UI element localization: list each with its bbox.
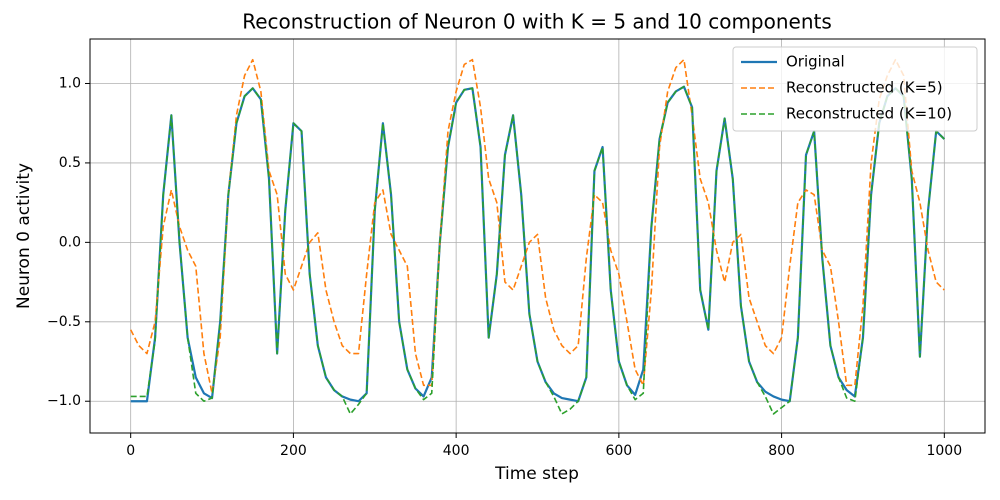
plot-frame [89, 38, 986, 434]
x-tick-label: 0 [126, 443, 135, 459]
y-tick-label: −1.0 [47, 393, 81, 409]
x-axis-label: Time step [494, 464, 579, 484]
series-line [129, 58, 945, 395]
y-tick-label: 1.0 [59, 75, 81, 91]
x-tick-label: 1000 [926, 443, 962, 459]
legend-box [732, 46, 978, 132]
y-tick-label: 0.0 [59, 234, 81, 250]
x-tick-label: 200 [280, 443, 307, 459]
legend-label: Reconstructed (K=5) [786, 79, 943, 97]
y-tick-label: 0.5 [59, 155, 81, 171]
legend-label: Reconstructed (K=10) [786, 105, 952, 123]
series-line [130, 85, 945, 415]
series-line [130, 85, 946, 403]
x-tick-label: 800 [768, 443, 795, 459]
x-tick-label: 400 [443, 443, 470, 459]
y-axis-label: Neuron 0 activity [14, 163, 34, 309]
legend-label: Original [786, 53, 845, 71]
y-tick-label: −0.5 [47, 314, 81, 330]
legend: Original Reconstructed (K=5) Reconstructed… [732, 46, 978, 132]
chart-title: Reconstruction of Neuron 0 with K = 5 an… [242, 10, 832, 34]
x-tick-label: 600 [605, 443, 632, 459]
